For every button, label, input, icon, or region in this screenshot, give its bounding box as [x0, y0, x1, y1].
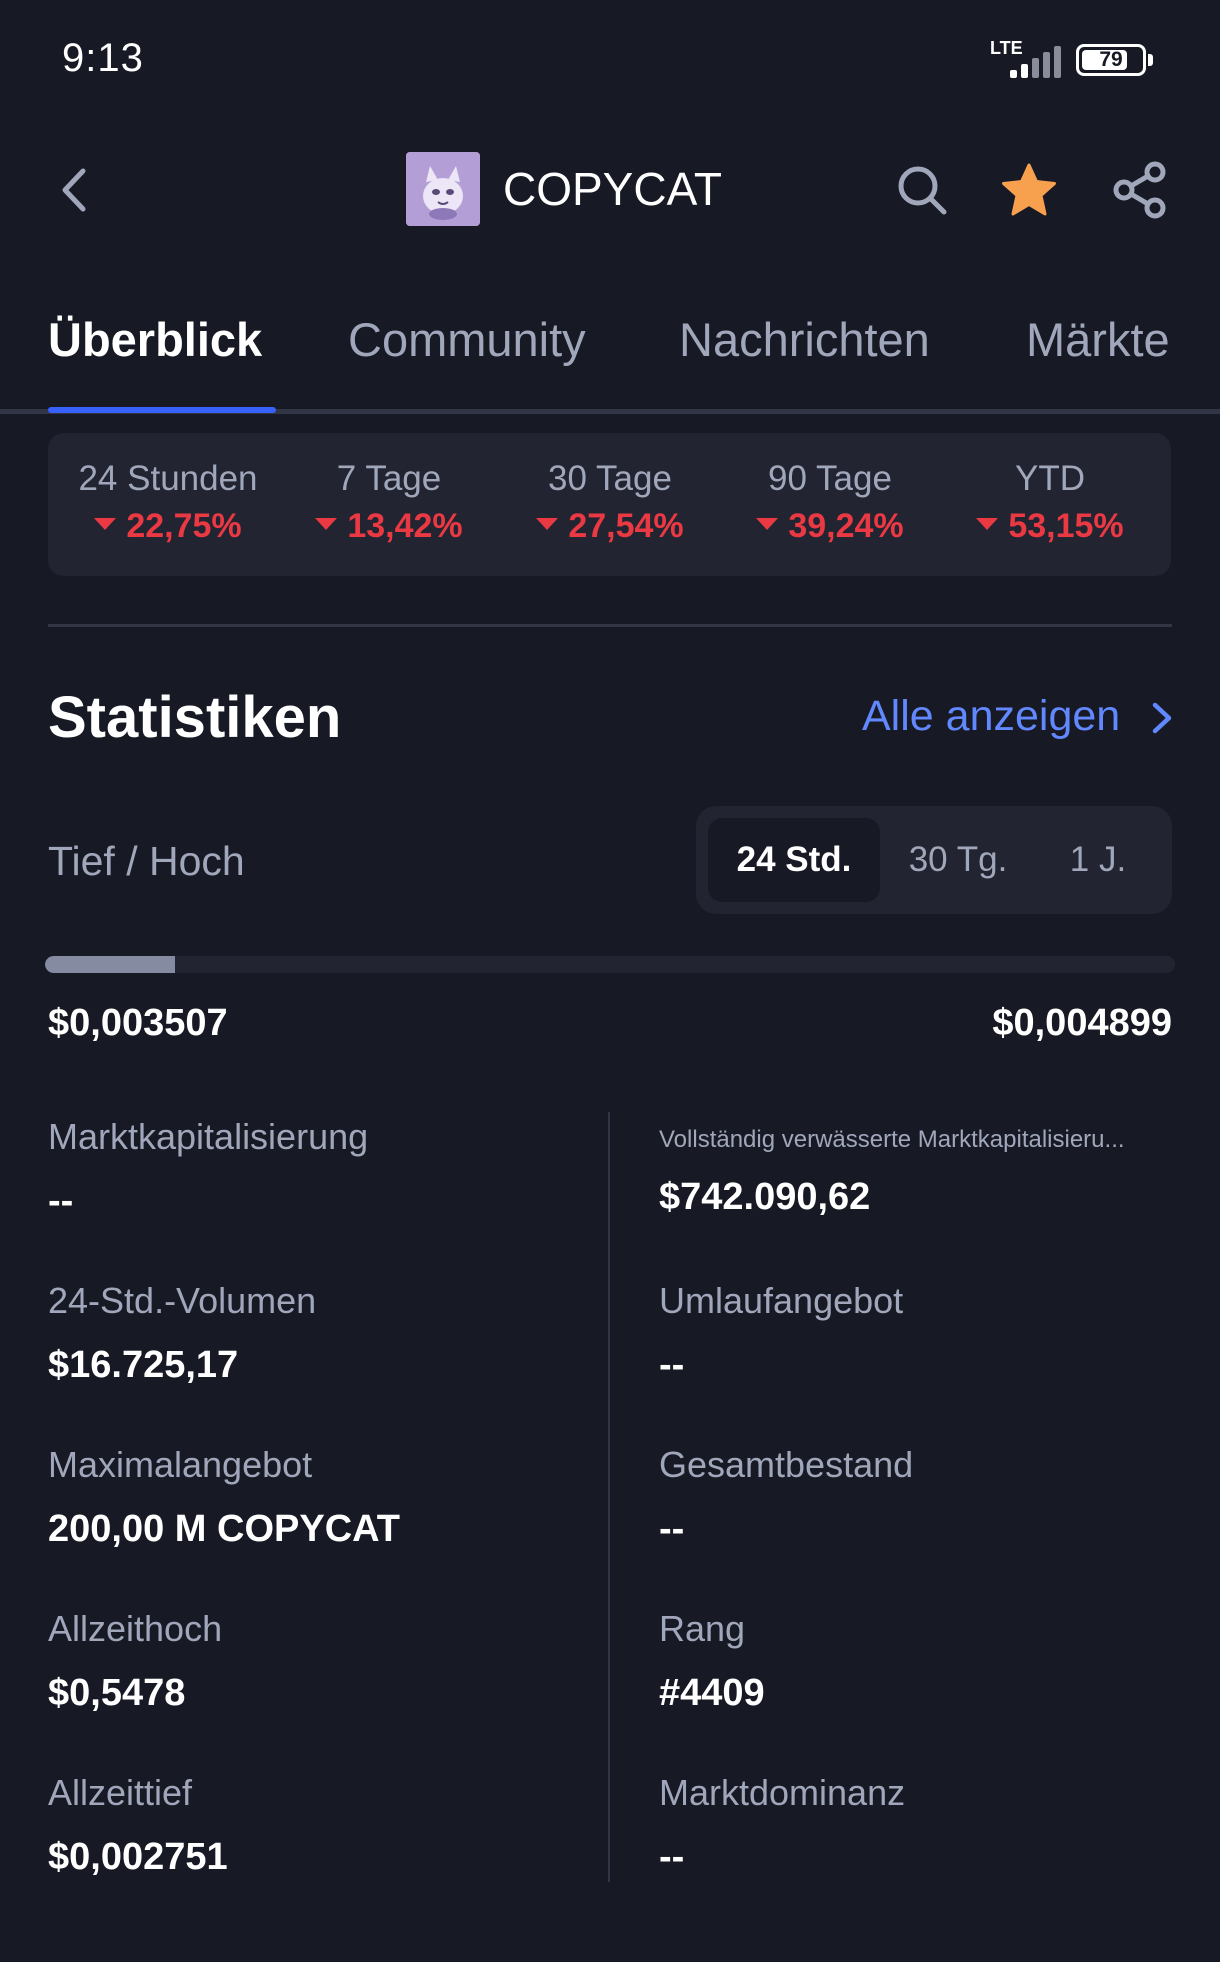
- tab-markets[interactable]: Märkte: [1026, 313, 1170, 366]
- price-change-card: 24 Stunden 22,75% 7 Tage 13,42% 30 Tage …: [48, 433, 1171, 576]
- watchlist-star-button[interactable]: [997, 158, 1061, 222]
- share-icon: [1113, 161, 1166, 219]
- stat-value: $742.090,62: [659, 1176, 871, 1218]
- down-arrow-icon: [536, 518, 559, 531]
- back-button[interactable]: [50, 162, 98, 218]
- stat-all-time-high: Allzeithoch $0,5478: [48, 1608, 608, 1715]
- stat-market-dominance: Marktdominanz --: [659, 1772, 1219, 1879]
- stat-value: --: [659, 1508, 685, 1550]
- timeframe-24h[interactable]: 24 Std.: [708, 818, 880, 902]
- stat-value: #4409: [659, 1672, 765, 1714]
- stat-market-cap: Marktkapitalisierung --: [48, 1116, 608, 1223]
- range-low-value: $0,003507: [48, 1002, 228, 1044]
- down-arrow-icon: [94, 518, 117, 531]
- down-arrow-icon: [315, 518, 338, 531]
- stat-total-supply: Gesamtbestand --: [659, 1444, 1219, 1551]
- stat-value: --: [659, 1344, 685, 1386]
- perf-90d: 90 Tage 39,24%: [730, 459, 930, 546]
- stat-value: $0,002751: [48, 1836, 228, 1878]
- stat-volume-24h: 24-Std.-Volumen $16.725,17: [48, 1280, 608, 1387]
- stat-label: Allzeithoch: [48, 1608, 223, 1649]
- tab-news[interactable]: Nachrichten: [679, 313, 930, 366]
- stat-label: Maximalangebot: [48, 1444, 313, 1485]
- timeframe-30d[interactable]: 30 Tg.: [908, 840, 1008, 879]
- timeframe-1y[interactable]: 1 J.: [1069, 840, 1127, 879]
- perf-label: 7 Tage: [336, 459, 442, 498]
- stat-label: Allzeittief: [48, 1772, 193, 1813]
- stat-label: Umlaufangebot: [659, 1280, 904, 1321]
- battery-cap: [1148, 54, 1153, 66]
- stat-value: $16.725,17: [48, 1344, 239, 1386]
- coin-logo: [406, 152, 480, 226]
- stat-circulating-supply: Umlaufangebot --: [659, 1280, 1219, 1387]
- perf-label: YTD: [1015, 459, 1085, 498]
- coin-header: COPYCAT: [0, 140, 1220, 240]
- perf-value: 13,42%: [289, 507, 489, 546]
- section-title: Statistiken: [48, 685, 342, 750]
- stat-label: 24-Std.-Volumen: [48, 1280, 317, 1321]
- perf-label: 24 Stunden: [78, 459, 258, 498]
- tab-bar: Überblick Community Nachrichten Märkte: [0, 300, 1220, 414]
- stat-all-time-low: Allzeittief $0,002751: [48, 1772, 608, 1879]
- chevron-right-icon[interactable]: [1150, 700, 1174, 736]
- stat-label: Marktdominanz: [659, 1772, 906, 1813]
- down-arrow-icon: [976, 518, 999, 531]
- tab-community[interactable]: Community: [348, 313, 586, 366]
- stat-rank: Rang #4409: [659, 1608, 1219, 1715]
- perf-label: 90 Tage: [768, 459, 892, 498]
- see-all-link[interactable]: Alle anzeigen: [862, 692, 1121, 740]
- stat-value: --: [659, 1836, 685, 1878]
- share-button[interactable]: [1108, 158, 1172, 222]
- perf-value: 22,75%: [68, 507, 268, 546]
- stat-fully-diluted-market-cap: Vollständig verwässerte Marktkapitalisie…: [659, 1116, 1219, 1219]
- timeframe-selector: 24 Std. 30 Tg. 1 J.: [696, 806, 1172, 914]
- stat-label: Gesamtbestand: [659, 1444, 914, 1485]
- low-high-label: Tief / Hoch: [48, 838, 245, 884]
- stat-label: Rang: [659, 1608, 746, 1649]
- active-tab-indicator: [48, 407, 276, 413]
- status-time: 9:13: [62, 36, 144, 80]
- perf-24h: 24 Stunden 22,75%: [68, 459, 268, 546]
- stat-value: 200,00 M COPYCAT: [48, 1508, 400, 1550]
- battery-icon: 79: [1076, 44, 1146, 76]
- stat-label: Marktkapitalisierung: [48, 1116, 369, 1157]
- stat-value: $0,5478: [48, 1672, 186, 1714]
- stat-max-supply: Maximalangebot 200,00 M COPYCAT: [48, 1444, 608, 1551]
- section-divider: [48, 624, 1172, 627]
- perf-30d: 30 Tage 27,54%: [510, 459, 710, 546]
- status-bar: 9:13 LTE 79: [0, 0, 1220, 120]
- back-chevron-icon: [62, 168, 86, 212]
- down-arrow-icon: [756, 518, 779, 531]
- range-high-value: $0,004899: [992, 1002, 1172, 1044]
- perf-value: 53,15%: [950, 507, 1150, 546]
- low-high-range-bar: [45, 956, 1175, 973]
- perf-ytd: YTD 53,15%: [950, 459, 1150, 546]
- coin-name: COPYCAT: [503, 163, 722, 215]
- stat-value: --: [48, 1180, 74, 1222]
- range-bar-fill: [45, 956, 175, 973]
- column-divider: [608, 1112, 610, 1882]
- perf-value: 27,54%: [510, 507, 710, 546]
- perf-label: 30 Tage: [548, 459, 672, 498]
- signal-icon: [1010, 44, 1062, 78]
- tab-overview[interactable]: Überblick: [48, 313, 263, 366]
- network-type-label: LTE: [990, 38, 1023, 58]
- star-icon: [1002, 163, 1056, 216]
- perf-value: 39,24%: [730, 507, 930, 546]
- stat-label: Vollständig verwässerte Marktkapitalisie…: [659, 1126, 1125, 1153]
- perf-7d: 7 Tage 13,42%: [289, 459, 489, 546]
- battery-percent: 79: [1099, 48, 1123, 71]
- search-icon: [898, 166, 947, 215]
- search-button[interactable]: [890, 158, 954, 222]
